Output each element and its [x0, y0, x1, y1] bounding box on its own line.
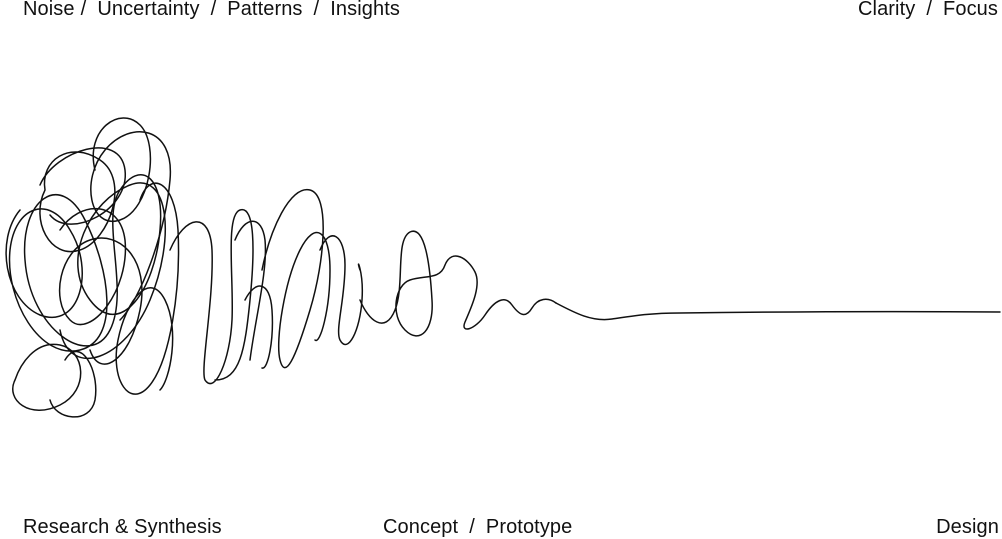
label-clarity: Clarity: [857, 0, 916, 20]
squiggle-chaos-loop-8: [234, 220, 274, 369]
label-prototype: Prototype: [485, 516, 573, 538]
squiggle-chaos-loop-1: [5, 174, 166, 359]
squiggle-chaos-loop-6: [115, 182, 180, 395]
squiggle-chaos-loop-5: [58, 207, 143, 365]
phase-label-design: Design: [936, 516, 999, 538]
squiggle-chaos-loop-10: [319, 235, 364, 346]
separator: /: [926, 0, 933, 20]
stage-labels-noise-to-insights: Noise / Uncertainty / Patterns / Insights: [23, 0, 400, 19]
label-insights: Insights: [330, 0, 400, 20]
label-patterns: Patterns: [227, 0, 303, 20]
squiggle-chaos-loop-7: [169, 209, 254, 385]
squiggle-chaos-loop-4: [12, 343, 97, 418]
squiggle-chaos-loop-9: [261, 189, 331, 369]
squiggle-chaos-loop-2: [39, 147, 126, 253]
label-uncertainty: Uncertainty: [97, 0, 200, 20]
stage-labels-clarity-focus: Clarity / Focus: [858, 0, 998, 19]
phase-label-research-synthesis: Research & Synthesis: [23, 516, 222, 538]
label-concept: Concept: [383, 516, 459, 538]
phase-label-concept-prototype: Concept / Prototype: [383, 517, 572, 537]
separator: /: [210, 0, 217, 20]
separator: /: [469, 516, 475, 538]
separator: /: [313, 0, 320, 20]
squiggle-calm-line: [555, 302, 1001, 321]
label-noise: Noise: [23, 0, 75, 20]
squiggle-settling-wave: [359, 230, 557, 337]
label-focus: Focus: [943, 0, 998, 20]
squiggle-chaos-loop-3: [90, 117, 171, 321]
separator: /: [80, 0, 87, 20]
